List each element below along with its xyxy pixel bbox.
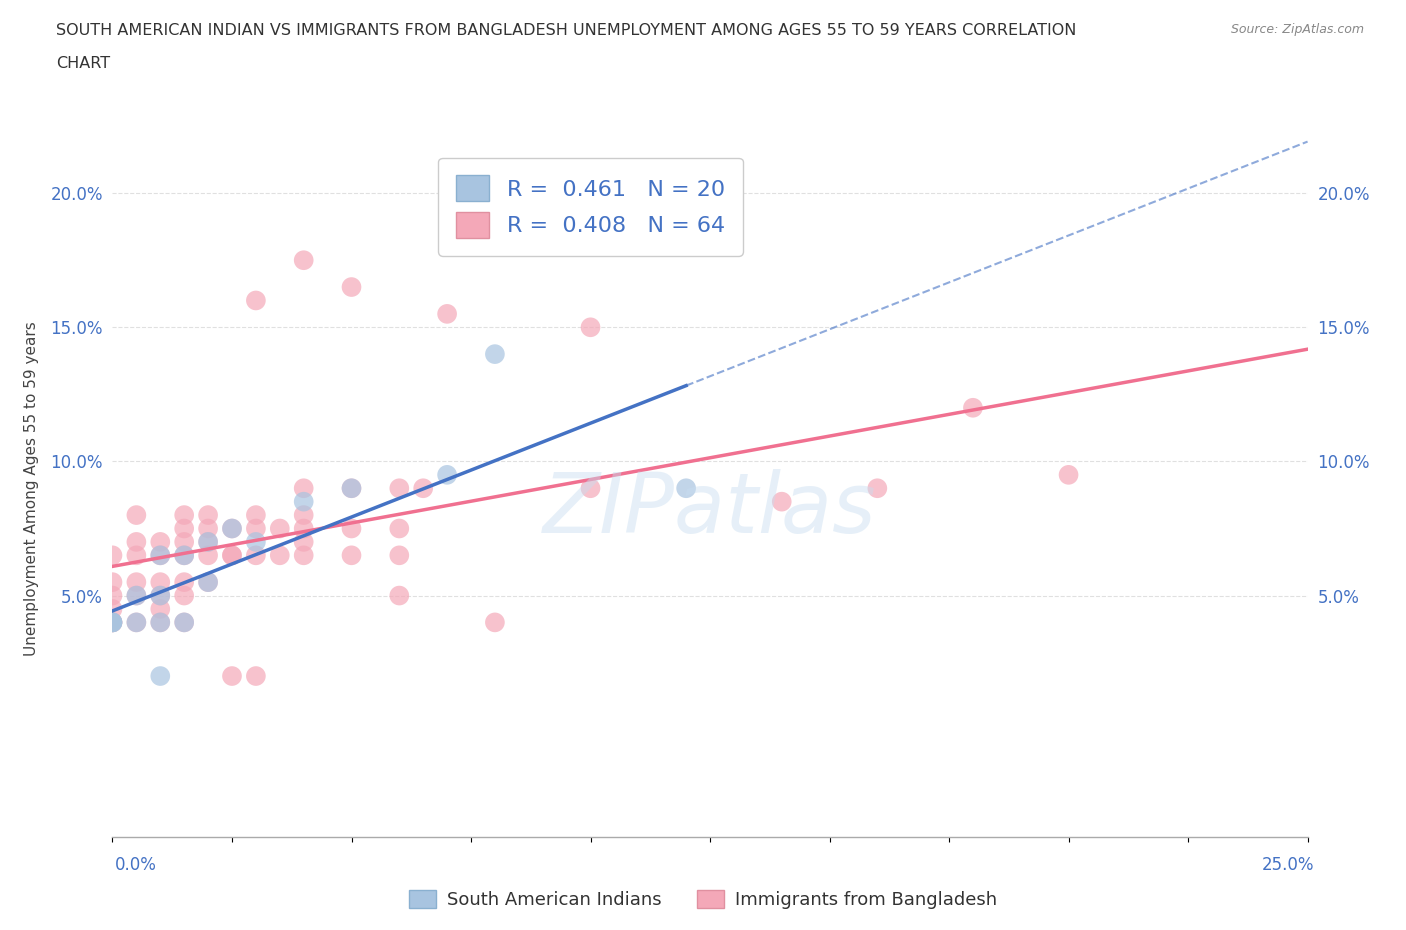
Point: [340, 280, 363, 295]
Text: 25.0%: 25.0%: [1263, 856, 1315, 873]
Text: 0.0%: 0.0%: [115, 856, 157, 873]
Point: [388, 521, 411, 536]
Point: [340, 548, 363, 563]
Point: [173, 575, 195, 590]
Point: [245, 508, 267, 523]
Point: [173, 615, 195, 630]
Point: [101, 548, 124, 563]
Point: [579, 481, 602, 496]
Text: CHART: CHART: [56, 56, 110, 71]
Point: [221, 548, 243, 563]
Point: [197, 521, 219, 536]
Point: [173, 615, 195, 630]
Point: [173, 521, 195, 536]
Point: [1057, 468, 1080, 483]
Point: [292, 494, 315, 509]
Point: [484, 347, 506, 362]
Point: [412, 481, 434, 496]
Point: [675, 481, 697, 496]
Point: [340, 481, 363, 496]
Point: [125, 575, 148, 590]
Y-axis label: Unemployment Among Ages 55 to 59 years: Unemployment Among Ages 55 to 59 years: [24, 321, 39, 656]
Point: [125, 588, 148, 603]
Point: [149, 615, 172, 630]
Text: Source: ZipAtlas.com: Source: ZipAtlas.com: [1230, 23, 1364, 36]
Point: [221, 521, 243, 536]
Point: [197, 575, 219, 590]
Legend: R =  0.461   N = 20, R =  0.408   N = 64: R = 0.461 N = 20, R = 0.408 N = 64: [439, 157, 742, 256]
Point: [149, 615, 172, 630]
Point: [125, 508, 148, 523]
Point: [340, 481, 363, 496]
Point: [388, 481, 411, 496]
Point: [292, 548, 315, 563]
Point: [221, 521, 243, 536]
Point: [866, 481, 889, 496]
Point: [101, 602, 124, 617]
Point: [149, 669, 172, 684]
Point: [197, 508, 219, 523]
Point: [149, 588, 172, 603]
Point: [962, 400, 984, 415]
Point: [101, 615, 124, 630]
Point: [197, 575, 219, 590]
Point: [221, 669, 243, 684]
Point: [101, 615, 124, 630]
Point: [436, 307, 458, 322]
Point: [101, 615, 124, 630]
Point: [149, 535, 172, 550]
Point: [149, 548, 172, 563]
Point: [388, 588, 411, 603]
Point: [221, 548, 243, 563]
Point: [269, 521, 291, 536]
Point: [125, 615, 148, 630]
Point: [245, 293, 267, 308]
Point: [292, 508, 315, 523]
Point: [292, 253, 315, 268]
Point: [292, 481, 315, 496]
Point: [197, 535, 219, 550]
Point: [245, 521, 267, 536]
Point: [173, 588, 195, 603]
Point: [149, 602, 172, 617]
Text: ZIPatlas: ZIPatlas: [543, 469, 877, 550]
Point: [245, 669, 267, 684]
Point: [101, 615, 124, 630]
Text: SOUTH AMERICAN INDIAN VS IMMIGRANTS FROM BANGLADESH UNEMPLOYMENT AMONG AGES 55 T: SOUTH AMERICAN INDIAN VS IMMIGRANTS FROM…: [56, 23, 1077, 38]
Point: [149, 588, 172, 603]
Point: [340, 521, 363, 536]
Point: [125, 548, 148, 563]
Point: [197, 548, 219, 563]
Point: [197, 535, 219, 550]
Point: [101, 588, 124, 603]
Point: [292, 535, 315, 550]
Point: [149, 548, 172, 563]
Point: [484, 615, 506, 630]
Point: [173, 508, 195, 523]
Point: [125, 535, 148, 550]
Point: [770, 494, 793, 509]
Point: [125, 615, 148, 630]
Legend: South American Indians, Immigrants from Bangladesh: South American Indians, Immigrants from …: [402, 883, 1004, 916]
Point: [269, 548, 291, 563]
Point: [125, 588, 148, 603]
Point: [101, 615, 124, 630]
Point: [101, 575, 124, 590]
Point: [292, 521, 315, 536]
Point: [245, 548, 267, 563]
Point: [579, 320, 602, 335]
Point: [149, 575, 172, 590]
Point: [173, 535, 195, 550]
Point: [173, 548, 195, 563]
Point: [173, 548, 195, 563]
Point: [245, 535, 267, 550]
Point: [436, 468, 458, 483]
Point: [388, 548, 411, 563]
